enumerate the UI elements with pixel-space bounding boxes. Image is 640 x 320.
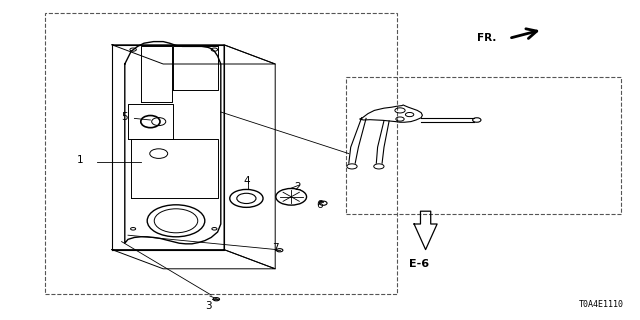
Text: 4: 4 [243, 176, 250, 186]
Text: FR.: FR. [477, 33, 496, 44]
Bar [45, 13, 397, 294]
Text: 2: 2 [294, 182, 301, 192]
Text: 3: 3 [205, 300, 211, 311]
Bar [346, 77, 621, 214]
Text: 1: 1 [77, 155, 83, 165]
Text: 7: 7 [272, 243, 278, 253]
Text: 6: 6 [317, 200, 323, 210]
Text: T0A4E1110: T0A4E1110 [579, 300, 624, 309]
Text: 5: 5 [122, 112, 128, 122]
Text: E-6: E-6 [409, 259, 429, 269]
